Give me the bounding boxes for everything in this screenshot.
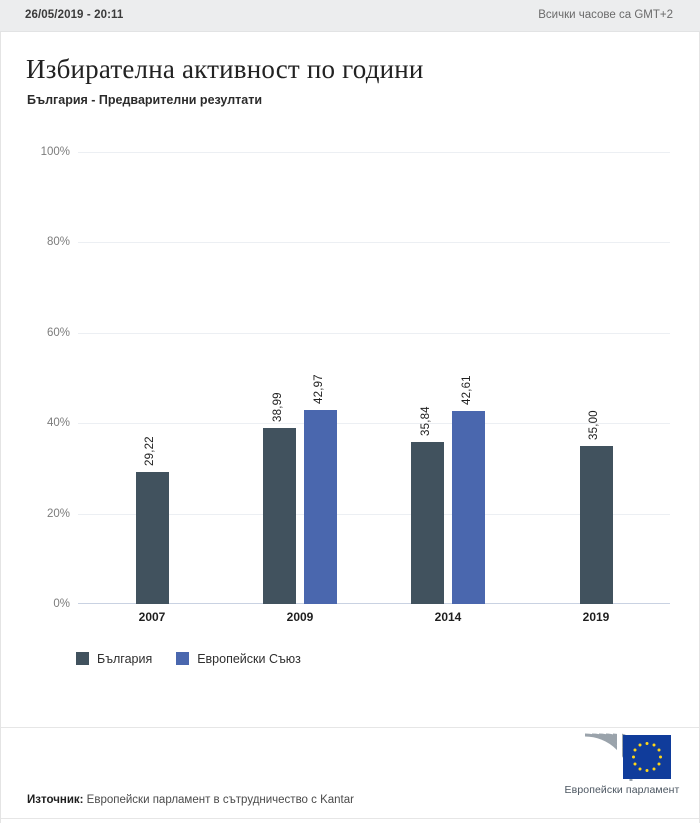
- x-axis-tick-2007: 2007: [138, 610, 166, 624]
- footer-divider: [1, 727, 699, 728]
- legend-label: Европейски Съюз: [197, 652, 301, 666]
- page-title: Избирателна активност по години: [26, 54, 424, 84]
- x-axis-line: [78, 603, 670, 604]
- gridline: [78, 332, 670, 334]
- y-axis-tick: 20%: [46, 507, 70, 520]
- y-axis-tick: 40%: [46, 417, 70, 430]
- arc-gaps: [617, 731, 622, 785]
- left-border: [0, 32, 1, 823]
- bar-2009-bg[interactable]: 38,99: [263, 392, 296, 604]
- european-parliament-logo: Европейски парламент: [561, 729, 683, 801]
- bar-2009-eu[interactable]: 42,97: [304, 374, 337, 604]
- legend-item-european-union[interactable]: Европейски Съюз: [176, 650, 301, 666]
- legend-label: България: [97, 652, 153, 666]
- turnout-bar-chart: 0% 20% 40% 60% 80% 100% 29,22 38,99 42,97 35,84 4…: [0, 146, 670, 630]
- top-bar: 26/05/2019 - 20:11 Всички часове са GMT+…: [0, 0, 700, 32]
- source-note: Източник: Европейски парламент в сътрудн…: [27, 794, 354, 806]
- legend-swatch: [76, 652, 89, 665]
- x-axis-tick-2019: 2019: [582, 610, 610, 624]
- timezone-label: Всички часове са GMT+2: [538, 9, 673, 21]
- plot-area: 29,22 38,99 42,97 35,84 42,61 35,00: [78, 152, 670, 604]
- bar-value-label: 38,99: [271, 391, 284, 422]
- x-axis-tick-2014: 2014: [434, 610, 462, 624]
- legend-item-bulgaria[interactable]: България: [76, 650, 152, 666]
- gridline: [78, 242, 670, 244]
- bar-value-label: 29,22: [144, 436, 156, 466]
- y-axis-tick: 60%: [46, 326, 70, 339]
- gridline: [78, 152, 670, 153]
- bar-value-label: 35,84: [419, 406, 432, 437]
- bar-value-label: 35,00: [588, 410, 600, 440]
- x-axis-tick-2009: 2009: [286, 610, 314, 624]
- logo-graphic: [584, 731, 671, 785]
- y-axis-tick: 80%: [46, 236, 70, 249]
- legend-swatch: [176, 652, 190, 665]
- eu-flag: [623, 735, 671, 779]
- x-axis-labels: 2007 2009 2014 2019: [78, 610, 670, 630]
- page-subtitle: България - Предварителни резултати: [27, 93, 263, 107]
- y-axis-labels: 0% 20% 40% 60% 80% 100%: [0, 146, 70, 610]
- bar-value-label: 42,61: [460, 375, 473, 406]
- bar-value-label: 42,97: [312, 374, 325, 404]
- source-text: Европейски парламент в сътрудничество с …: [83, 794, 354, 806]
- bar-2007-bg[interactable]: 29,22: [135, 436, 169, 604]
- bottom-divider: [1, 818, 699, 819]
- eu-stars: [632, 742, 662, 772]
- timestamp-label: 26/05/2019 - 20:11: [25, 9, 124, 21]
- y-axis-tick: 0%: [53, 598, 70, 610]
- bar-2014-eu[interactable]: 42,61: [452, 376, 485, 604]
- y-axis-tick: 100%: [40, 146, 70, 158]
- bar-2019-bg[interactable]: 35,00: [579, 410, 613, 604]
- gridline: [78, 513, 670, 515]
- source-label: Източник:: [27, 794, 84, 806]
- logo-caption: Европейски парламент: [564, 784, 680, 796]
- bar-2014-bg[interactable]: 35,84: [411, 406, 444, 604]
- gridline: [78, 423, 670, 425]
